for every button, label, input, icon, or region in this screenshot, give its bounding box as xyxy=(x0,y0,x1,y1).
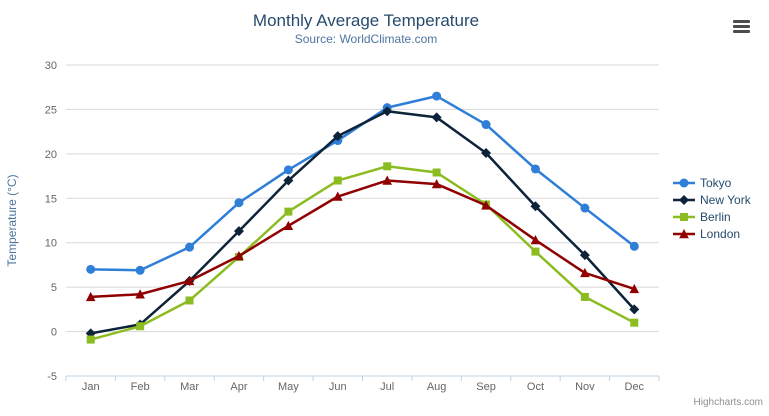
data-point-tokyo[interactable] xyxy=(481,120,491,130)
legend-symbol-berlin[interactable] xyxy=(680,212,688,221)
data-point-london[interactable] xyxy=(481,200,491,210)
x-tick-label: Nov xyxy=(575,381,595,393)
data-point-berlin[interactable] xyxy=(630,318,639,327)
data-point-berlin[interactable] xyxy=(284,207,293,216)
data-point-berlin[interactable] xyxy=(432,168,441,177)
legend-item-london[interactable]: London xyxy=(673,225,751,242)
series-line-tokyo xyxy=(89,94,636,272)
data-point-london[interactable] xyxy=(332,191,343,201)
y-tick-label: 10 xyxy=(45,238,57,250)
series-line-berlin xyxy=(89,165,636,341)
chart-subtitle: Source: WorldClimate.com xyxy=(294,32,438,46)
data-point-london[interactable] xyxy=(184,275,195,286)
data-point-berlin[interactable] xyxy=(136,322,145,331)
data-point-new-york[interactable] xyxy=(382,106,393,117)
data-point-new-york[interactable] xyxy=(579,250,590,261)
legend-label: London xyxy=(700,226,741,241)
legend-symbol-new-york[interactable] xyxy=(679,194,689,205)
legend-marker-square-icon xyxy=(673,212,695,221)
data-point-tokyo[interactable] xyxy=(185,242,195,252)
chart-title: Monthly Average Temperature xyxy=(252,11,480,30)
data-point-berlin[interactable] xyxy=(86,335,95,344)
data-point-london[interactable] xyxy=(283,220,294,231)
legend-item-new-york[interactable]: New York xyxy=(673,191,751,208)
x-tick-label: Jul xyxy=(380,381,394,393)
data-point-new-york[interactable] xyxy=(283,175,294,186)
data-point-london[interactable] xyxy=(382,175,393,185)
x-tick-label: May xyxy=(278,381,299,393)
x-tick-label: Jun xyxy=(329,381,347,393)
hamburger-icon xyxy=(733,30,750,33)
y-tick-label: 20 xyxy=(45,149,57,161)
legend-marker-circle-icon xyxy=(673,178,695,187)
y-axis-title: Temperature (°C) xyxy=(5,174,19,266)
data-point-new-york[interactable] xyxy=(431,112,442,123)
legend-symbol-tokyo[interactable] xyxy=(679,178,689,187)
legend-symbol-london[interactable] xyxy=(679,228,689,238)
y-tick-label: 5 xyxy=(51,282,57,294)
data-point-new-york[interactable] xyxy=(530,201,541,212)
series-line-new-york xyxy=(89,109,636,335)
data-point-london[interactable] xyxy=(431,179,442,189)
y-tick-label: -5 xyxy=(47,371,57,383)
data-point-tokyo[interactable] xyxy=(135,265,145,275)
data-point-berlin[interactable] xyxy=(383,162,392,171)
data-point-berlin[interactable] xyxy=(185,296,194,305)
y-tick-label: 15 xyxy=(45,193,57,205)
legend-marker-diamond-icon xyxy=(673,194,695,205)
data-point-london[interactable] xyxy=(135,289,145,299)
x-tick-label: Aug xyxy=(427,381,447,393)
data-point-tokyo[interactable] xyxy=(530,164,540,174)
y-tick-label: 25 xyxy=(45,104,57,116)
data-point-berlin[interactable] xyxy=(580,292,589,301)
data-point-new-york[interactable] xyxy=(629,304,640,315)
data-point-london[interactable] xyxy=(629,283,640,294)
legend-item-tokyo[interactable]: Tokyo xyxy=(673,174,751,191)
data-point-tokyo[interactable] xyxy=(234,198,244,208)
data-point-london[interactable] xyxy=(234,251,244,261)
x-tick-label: Sep xyxy=(476,381,496,393)
credits-link[interactable]: Highcharts.com xyxy=(693,397,763,408)
export-menu-button[interactable] xyxy=(729,17,754,36)
legend-label: Tokyo xyxy=(700,175,732,190)
x-tick-label: Mar xyxy=(180,381,199,393)
data-point-new-york[interactable] xyxy=(481,147,492,158)
data-point-tokyo[interactable] xyxy=(580,203,590,213)
data-point-berlin[interactable] xyxy=(531,247,540,256)
legend-marker-triangle-icon xyxy=(673,228,695,238)
data-point-london[interactable] xyxy=(530,235,541,245)
legend-item-berlin[interactable]: Berlin xyxy=(673,208,751,225)
x-tick-label: Apr xyxy=(230,381,247,393)
data-point-tokyo[interactable] xyxy=(283,165,293,175)
data-point-new-york[interactable] xyxy=(233,226,244,237)
x-tick-label: Feb xyxy=(131,381,150,393)
x-tick-label: Oct xyxy=(527,381,544,393)
data-point-berlin[interactable] xyxy=(333,176,342,185)
x-tick-label: Dec xyxy=(625,381,645,393)
data-point-tokyo[interactable] xyxy=(432,91,442,101)
legend: Tokyo New York Berlin London xyxy=(673,174,751,242)
data-point-tokyo[interactable] xyxy=(629,241,639,251)
hamburger-icon xyxy=(733,25,750,28)
series-line-london xyxy=(89,179,636,299)
y-tick-label: 30 xyxy=(45,60,57,72)
y-tick-label: 0 xyxy=(51,327,57,339)
legend-label: Berlin xyxy=(700,209,731,224)
data-point-london[interactable] xyxy=(580,267,590,278)
data-point-tokyo[interactable] xyxy=(86,264,96,274)
legend-label: New York xyxy=(700,192,751,207)
x-tick-label: Jan xyxy=(82,381,100,393)
hamburger-icon xyxy=(733,20,750,23)
data-point-new-york[interactable] xyxy=(332,131,343,142)
data-point-london[interactable] xyxy=(85,291,96,302)
